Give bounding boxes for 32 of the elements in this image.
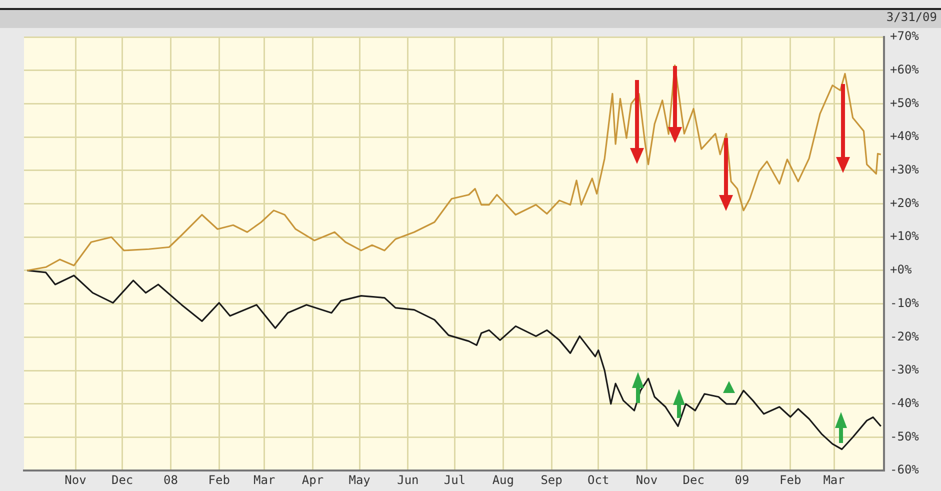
y-tick-label: -40% <box>890 396 920 410</box>
y-tick-label: +60% <box>890 62 920 76</box>
x-tick-label: Dec <box>682 472 704 487</box>
x-tick-label: Mar <box>254 472 276 487</box>
x-tick-label: Jul <box>444 472 466 487</box>
text: 3/31/09 <box>886 10 937 24</box>
x-tick-label: Mar <box>823 472 845 487</box>
x-tick-label: 09 <box>734 472 750 487</box>
x-tick-label: Feb <box>780 472 802 487</box>
x-tick-label: Sep <box>540 472 562 487</box>
x-tick-label: Apr <box>302 472 324 487</box>
x-tick-label: 08 <box>163 472 178 487</box>
y-tick-label: +70% <box>890 29 920 44</box>
x-tick-label: Jun <box>397 472 419 487</box>
x-tick-label: Dec <box>111 472 134 487</box>
y-tick-label: -30% <box>890 362 920 377</box>
y-tick-label: +10% <box>890 229 920 244</box>
y-tick-label: +30% <box>890 162 920 177</box>
y-tick-label: +20% <box>890 196 920 210</box>
x-tick-label: Nov <box>64 472 86 487</box>
y-tick-label: +40% <box>890 129 920 144</box>
y-tick-label: -10% <box>890 296 920 310</box>
x-tick-label: May <box>348 472 370 487</box>
x-tick-label: Aug <box>492 472 514 487</box>
y-tick-label: -20% <box>890 329 920 344</box>
y-tick-label: +50% <box>890 96 920 110</box>
y-tick-label: +0% <box>890 262 912 277</box>
x-tick-label: Nov <box>636 472 658 487</box>
y-tick-label: -60% <box>890 462 920 477</box>
y-tick-label: -50% <box>890 429 920 444</box>
x-tick-label: Feb <box>208 472 230 487</box>
x-tick-label: Oct <box>588 472 610 487</box>
